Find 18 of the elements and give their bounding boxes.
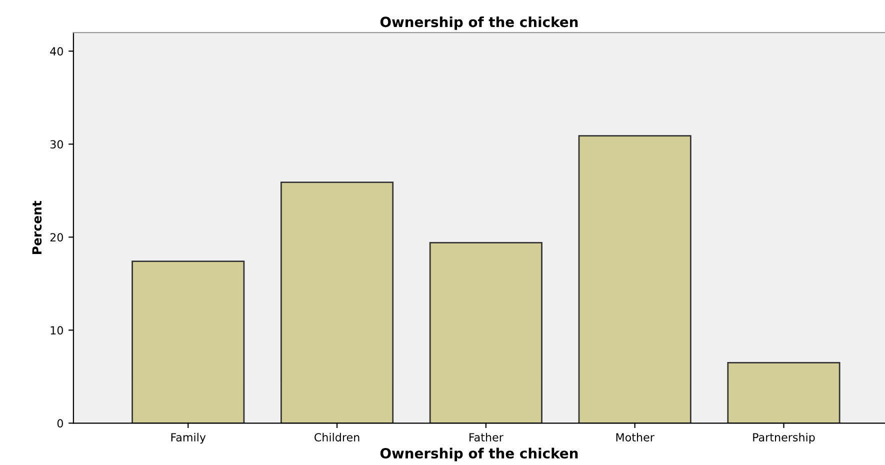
y-tick-label: 30	[50, 140, 63, 149]
bar	[132, 260, 245, 424]
bar	[280, 182, 394, 424]
bar	[429, 242, 542, 424]
y-tick-label: 10	[50, 326, 63, 335]
bar	[578, 135, 692, 424]
bar	[727, 362, 840, 424]
y-tick-label: 0	[57, 419, 63, 428]
y-axis-title: Percent	[32, 200, 42, 254]
x-tick-label: Children	[314, 432, 360, 442]
x-tick-label: Partnership	[753, 432, 815, 444]
chart-title: Ownership of the chicken	[380, 16, 578, 30]
x-tick-label: Family	[171, 432, 206, 444]
y-tick-label: 20	[50, 233, 63, 242]
y-tick-label: 40	[50, 47, 63, 56]
x-tick-label: Mother	[616, 432, 654, 442]
x-tick-label: Father	[470, 432, 504, 442]
x-axis-title: Ownership of the chicken	[380, 448, 578, 462]
